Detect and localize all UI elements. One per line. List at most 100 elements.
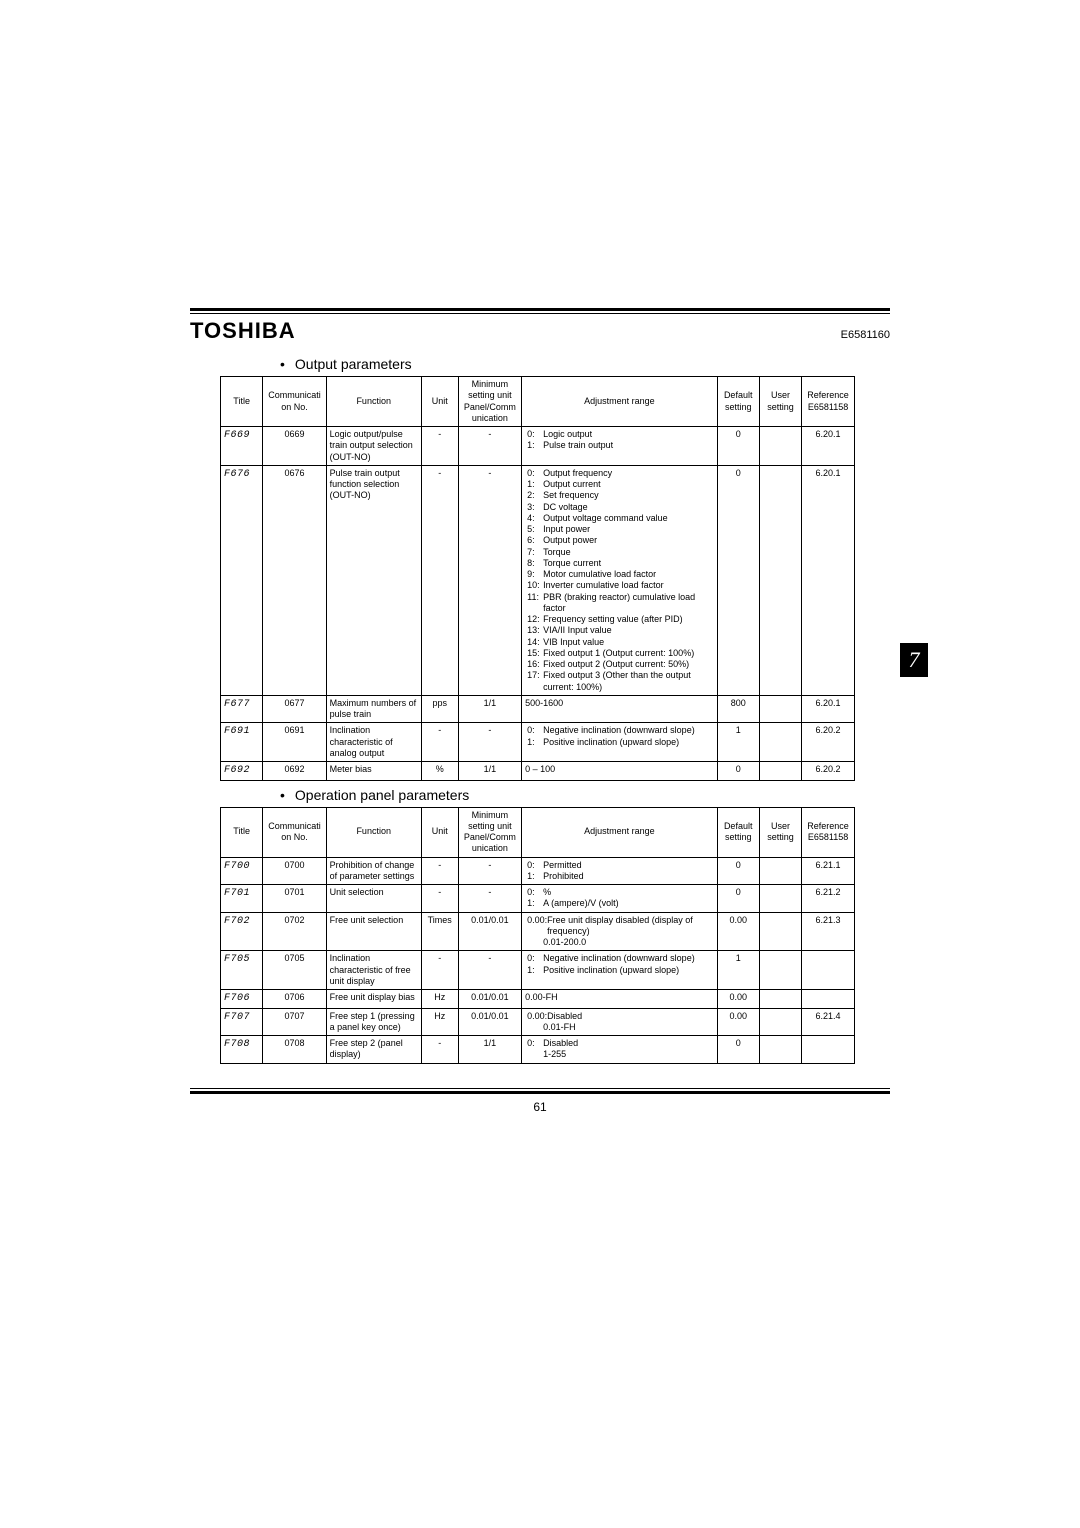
table-row: F6760676Pulse train output function sele… — [221, 465, 855, 695]
min-cell: 0.01/0.01 — [458, 912, 521, 951]
function-cell: Inclination characteristic of free unit … — [326, 951, 421, 990]
table-row: F7050705Inclination characteristic of fr… — [221, 951, 855, 990]
adjustment-cell: 0:Disabled1-255 — [522, 1036, 717, 1064]
reference-cell: 6.21.2 — [802, 885, 855, 913]
user-cell — [759, 857, 801, 885]
user-cell — [759, 1036, 801, 1064]
function-cell: Unit selection — [326, 885, 421, 913]
default-cell: 0 — [717, 1036, 759, 1064]
reference-cell — [802, 1036, 855, 1064]
user-cell — [759, 762, 801, 781]
min-cell: - — [458, 723, 521, 762]
column-header: Default setting — [717, 377, 759, 427]
table-row: F6770677Maximum numbers of pulse trainpp… — [221, 695, 855, 723]
param-title: F700 — [221, 857, 263, 885]
header-rule — [190, 308, 890, 314]
adjustment-cell: 0:Negative inclination (downward slope)1… — [522, 951, 717, 990]
reference-cell: 6.21.1 — [802, 857, 855, 885]
bullet-icon: • — [280, 356, 285, 372]
adjustment-cell: 0:%1:A (ampere)/V (volt) — [522, 885, 717, 913]
table-row: F6920692Meter bias%1/10 – 10006.20.2 — [221, 762, 855, 781]
comm-no: 0676 — [263, 465, 326, 695]
table-row: F7010701Unit selection--0:%1:A (ampere)/… — [221, 885, 855, 913]
user-cell — [759, 912, 801, 951]
user-cell — [759, 695, 801, 723]
param-title: F676 — [221, 465, 263, 695]
page-content: TOSHIBA E6581160 • Output parameters Title… — [190, 308, 890, 1114]
user-cell — [759, 465, 801, 695]
comm-no: 0702 — [263, 912, 326, 951]
column-header: Title — [221, 377, 263, 427]
param-title: F692 — [221, 762, 263, 781]
adjustment-cell: 0.00-FH — [522, 990, 717, 1009]
page-header: TOSHIBA E6581160 — [190, 316, 890, 350]
user-cell — [759, 1008, 801, 1036]
column-header: Function — [326, 807, 421, 857]
column-header: Adjustment range — [522, 807, 717, 857]
param-title: F707 — [221, 1008, 263, 1036]
column-header: Minimum setting unit Panel/Communication — [458, 377, 521, 427]
section-title-text: Operation panel parameters — [295, 787, 469, 803]
param-title: F701 — [221, 885, 263, 913]
parameter-table: TitleCommunication No.FunctionUnitMinimu… — [220, 807, 855, 1064]
brand-logo: TOSHIBA — [190, 318, 296, 344]
default-cell: 0.00 — [717, 912, 759, 951]
function-cell: Prohibition of change of parameter setti… — [326, 857, 421, 885]
chapter-tab: 7 — [900, 643, 928, 677]
default-cell: 0.00 — [717, 990, 759, 1009]
adjustment-cell: 0 – 100 — [522, 762, 717, 781]
reference-cell: 6.21.4 — [802, 1008, 855, 1036]
adjustment-cell: 0:Permitted1:Prohibited — [522, 857, 717, 885]
unit-cell: - — [421, 885, 458, 913]
param-title: F706 — [221, 990, 263, 1009]
footer-rule — [190, 1088, 890, 1094]
user-cell — [759, 885, 801, 913]
table-row: F6690669Logic output/pulse train output … — [221, 427, 855, 466]
default-cell: 0 — [717, 465, 759, 695]
reference-cell: 6.20.2 — [802, 723, 855, 762]
column-header: Communication No. — [263, 377, 326, 427]
function-cell: Inclination characteristic of analog out… — [326, 723, 421, 762]
table-row: F7070707Free step 1 (pressing a panel ke… — [221, 1008, 855, 1036]
comm-no: 0700 — [263, 857, 326, 885]
unit-cell: - — [421, 723, 458, 762]
user-cell — [759, 723, 801, 762]
user-cell — [759, 427, 801, 466]
unit-cell: - — [421, 465, 458, 695]
adjustment-cell: 0:Logic output1:Pulse train output — [522, 427, 717, 466]
unit-cell: Hz — [421, 990, 458, 1009]
min-cell: - — [458, 951, 521, 990]
section-title-text: Output parameters — [295, 356, 412, 372]
comm-no: 0701 — [263, 885, 326, 913]
unit-cell: Times — [421, 912, 458, 951]
column-header: Reference E6581158 — [802, 807, 855, 857]
comm-no: 0705 — [263, 951, 326, 990]
min-cell: 1/1 — [458, 762, 521, 781]
min-cell: - — [458, 857, 521, 885]
unit-cell: Hz — [421, 1008, 458, 1036]
column-header: Title — [221, 807, 263, 857]
default-cell: 0 — [717, 857, 759, 885]
adjustment-cell: 0:Negative inclination (downward slope)1… — [522, 723, 717, 762]
user-cell — [759, 990, 801, 1009]
function-cell: Logic output/pulse train output selectio… — [326, 427, 421, 466]
table-row: F7000700Prohibition of change of paramet… — [221, 857, 855, 885]
unit-cell: - — [421, 857, 458, 885]
column-header: Adjustment range — [522, 377, 717, 427]
comm-no: 0677 — [263, 695, 326, 723]
section-title: • Output parameters — [280, 356, 890, 372]
column-header: Default setting — [717, 807, 759, 857]
comm-no: 0706 — [263, 990, 326, 1009]
reference-cell: 6.20.1 — [802, 427, 855, 466]
param-title: F669 — [221, 427, 263, 466]
default-cell: 800 — [717, 695, 759, 723]
reference-cell: 6.21.3 — [802, 912, 855, 951]
default-cell: 0 — [717, 885, 759, 913]
table-row: F7080708Free step 2 (panel display)-1/10… — [221, 1036, 855, 1064]
min-cell: 1/1 — [458, 695, 521, 723]
column-header: Minimum setting unit Panel/Communication — [458, 807, 521, 857]
comm-no: 0707 — [263, 1008, 326, 1036]
reference-cell — [802, 951, 855, 990]
column-header: Communication No. — [263, 807, 326, 857]
unit-cell: % — [421, 762, 458, 781]
